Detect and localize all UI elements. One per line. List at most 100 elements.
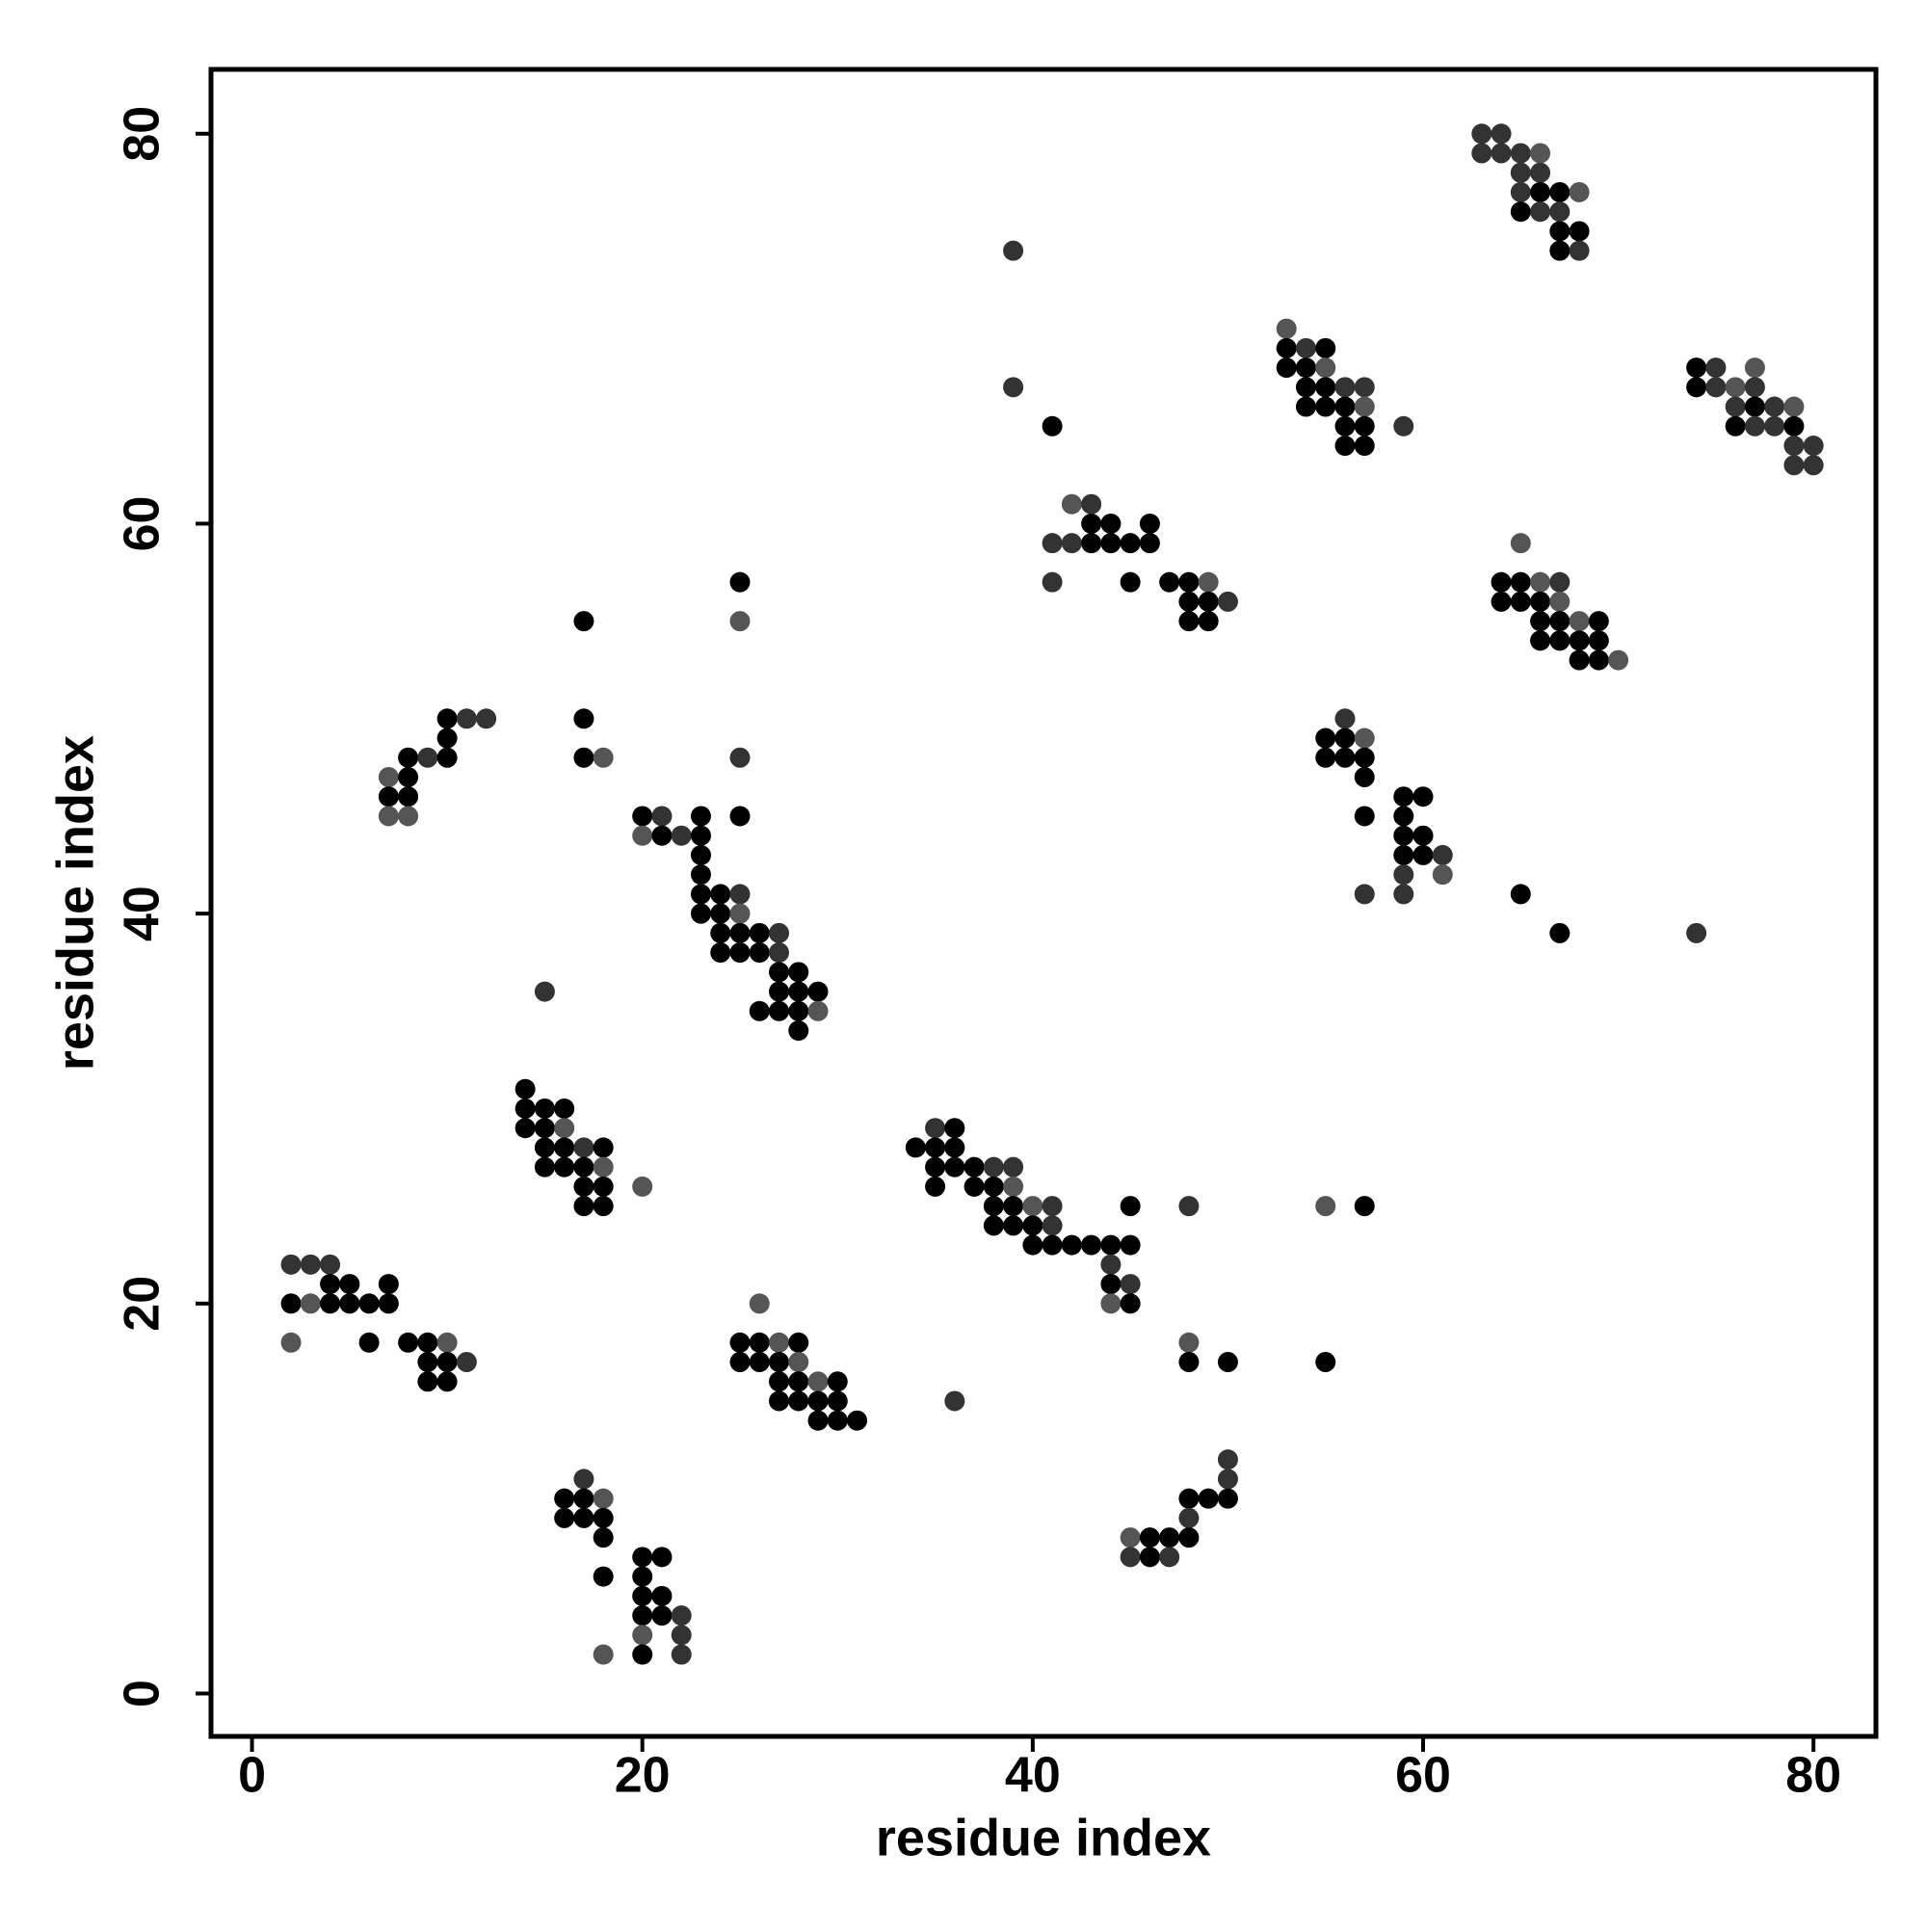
point xyxy=(1354,436,1375,457)
point xyxy=(807,1410,829,1431)
point xyxy=(378,806,399,827)
point xyxy=(964,1176,985,1197)
point xyxy=(1569,611,1590,632)
point xyxy=(632,1605,653,1627)
point xyxy=(1491,143,1512,164)
point xyxy=(1022,1215,1043,1236)
point xyxy=(925,1156,946,1178)
point xyxy=(378,766,399,787)
point xyxy=(1354,1196,1375,1217)
point xyxy=(944,1118,965,1139)
y-tick-label: 20 xyxy=(115,1276,171,1332)
point xyxy=(398,786,419,807)
point xyxy=(1042,1196,1063,1217)
point xyxy=(1471,143,1492,164)
point xyxy=(1295,357,1316,379)
point xyxy=(1569,181,1590,202)
point xyxy=(1042,1215,1063,1236)
point xyxy=(729,611,751,632)
point xyxy=(1178,1196,1200,1217)
point xyxy=(632,1547,653,1568)
point xyxy=(1120,1274,1141,1295)
point xyxy=(1588,649,1609,671)
point xyxy=(593,1488,614,1509)
point xyxy=(925,1176,946,1197)
point xyxy=(1549,221,1571,242)
point xyxy=(1608,649,1629,671)
point xyxy=(1100,533,1122,554)
point xyxy=(398,806,419,827)
point xyxy=(1686,922,1707,943)
point xyxy=(1510,162,1531,183)
point xyxy=(1081,533,1102,554)
point xyxy=(456,1352,477,1373)
point xyxy=(573,1507,594,1528)
point xyxy=(1686,377,1707,398)
point xyxy=(1178,611,1200,632)
point xyxy=(710,922,731,943)
plot-frame xyxy=(208,66,1879,1739)
point xyxy=(807,1390,829,1412)
point xyxy=(554,1156,575,1178)
point xyxy=(690,825,711,846)
point xyxy=(1198,591,1219,612)
point xyxy=(1003,1176,1024,1197)
point xyxy=(1042,415,1063,437)
point xyxy=(398,747,419,768)
point xyxy=(1178,1332,1200,1353)
point xyxy=(1081,513,1102,534)
point xyxy=(1139,533,1160,554)
point xyxy=(964,1156,985,1178)
point xyxy=(1588,630,1609,651)
point xyxy=(436,728,458,749)
point xyxy=(1530,611,1551,632)
point xyxy=(710,903,731,924)
point xyxy=(280,1293,302,1314)
point xyxy=(632,806,653,827)
point xyxy=(749,1352,770,1373)
point xyxy=(1354,396,1375,417)
point xyxy=(1315,377,1336,398)
point xyxy=(788,1332,809,1353)
point xyxy=(436,1371,458,1392)
point xyxy=(398,1332,419,1353)
point xyxy=(378,786,399,807)
point xyxy=(1705,357,1727,379)
point xyxy=(690,903,711,924)
point xyxy=(807,1000,829,1021)
point xyxy=(1295,396,1316,417)
point xyxy=(436,1352,458,1373)
point xyxy=(788,1352,809,1373)
point xyxy=(593,747,614,768)
point xyxy=(1412,844,1434,865)
point xyxy=(1217,1469,1238,1490)
point xyxy=(320,1293,341,1314)
point xyxy=(1100,1254,1122,1275)
point xyxy=(573,1469,594,1490)
point xyxy=(320,1274,341,1295)
point xyxy=(1725,377,1746,398)
point xyxy=(1159,1527,1180,1548)
point xyxy=(1354,415,1375,437)
point xyxy=(1744,396,1765,417)
point xyxy=(1276,337,1297,358)
point xyxy=(534,981,555,1002)
point xyxy=(1334,728,1356,749)
point xyxy=(1139,1547,1160,1568)
point xyxy=(554,1507,575,1528)
point xyxy=(1549,201,1571,223)
point xyxy=(905,1137,926,1158)
point xyxy=(1783,455,1805,476)
point xyxy=(1354,766,1375,787)
point xyxy=(436,708,458,729)
point xyxy=(573,1176,594,1197)
point xyxy=(1334,377,1356,398)
point xyxy=(1100,1293,1122,1314)
y-tick-label: 80 xyxy=(115,106,171,162)
point xyxy=(554,1488,575,1509)
point xyxy=(788,1020,809,1042)
point xyxy=(1393,825,1414,846)
point xyxy=(1393,884,1414,905)
point xyxy=(554,1137,575,1158)
point xyxy=(1139,513,1160,534)
